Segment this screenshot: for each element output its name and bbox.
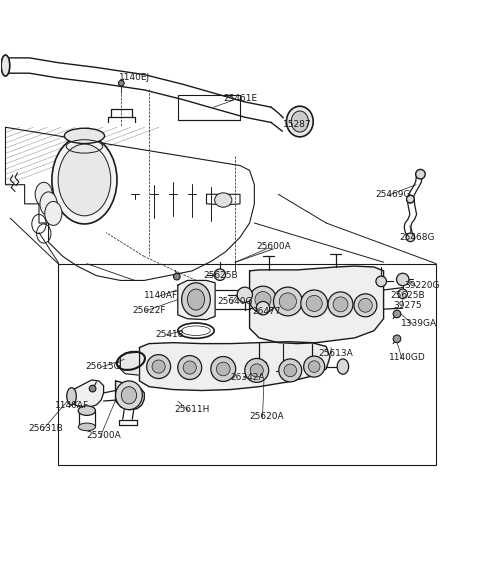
Ellipse shape	[40, 192, 57, 216]
Circle shape	[407, 195, 414, 203]
Ellipse shape	[301, 290, 327, 317]
Ellipse shape	[287, 106, 313, 137]
Text: 25418: 25418	[155, 329, 183, 339]
Circle shape	[214, 269, 226, 280]
Text: 1140GD: 1140GD	[389, 353, 426, 361]
Ellipse shape	[147, 354, 170, 379]
Ellipse shape	[45, 201, 62, 226]
Circle shape	[398, 289, 408, 299]
Ellipse shape	[215, 193, 232, 207]
Polygon shape	[116, 381, 144, 409]
Text: 26477: 26477	[252, 307, 281, 316]
Ellipse shape	[58, 144, 111, 216]
Ellipse shape	[187, 289, 204, 310]
Text: 1140AF: 1140AF	[55, 401, 90, 410]
Circle shape	[393, 310, 401, 318]
Ellipse shape	[333, 297, 348, 312]
Text: 39220G: 39220G	[404, 281, 440, 290]
Ellipse shape	[121, 387, 137, 404]
Circle shape	[237, 287, 252, 302]
Ellipse shape	[211, 357, 236, 382]
Text: 15287: 15287	[283, 121, 312, 129]
Circle shape	[416, 169, 425, 179]
Ellipse shape	[250, 286, 276, 313]
Ellipse shape	[284, 364, 297, 377]
Ellipse shape	[306, 295, 322, 311]
Ellipse shape	[279, 359, 302, 382]
Text: 1140EJ: 1140EJ	[119, 72, 150, 82]
Ellipse shape	[178, 356, 202, 379]
Ellipse shape	[78, 406, 96, 415]
Ellipse shape	[359, 299, 372, 312]
Text: 25468G: 25468G	[399, 233, 435, 242]
Circle shape	[376, 276, 386, 287]
Polygon shape	[178, 280, 215, 320]
Text: 1140AF: 1140AF	[144, 291, 178, 300]
Text: 25500A: 25500A	[86, 432, 121, 440]
Ellipse shape	[308, 361, 320, 372]
Text: 25613A: 25613A	[318, 349, 353, 358]
Ellipse shape	[291, 111, 309, 132]
Text: 25625B: 25625B	[204, 271, 238, 280]
Circle shape	[393, 335, 401, 343]
Ellipse shape	[245, 358, 269, 382]
Ellipse shape	[337, 359, 348, 374]
Text: 25461E: 25461E	[223, 94, 257, 103]
Text: 39275: 39275	[393, 301, 422, 310]
Ellipse shape	[181, 283, 210, 316]
Circle shape	[119, 81, 124, 86]
Ellipse shape	[78, 423, 96, 431]
Polygon shape	[72, 380, 104, 407]
Ellipse shape	[304, 356, 324, 377]
Text: 25631B: 25631B	[29, 425, 63, 433]
Ellipse shape	[354, 294, 377, 317]
Ellipse shape	[274, 287, 302, 316]
Ellipse shape	[183, 361, 196, 374]
Text: 25620A: 25620A	[249, 412, 284, 421]
Text: 1339GA: 1339GA	[401, 319, 438, 328]
Text: 25615G: 25615G	[86, 362, 121, 371]
Text: 26342A: 26342A	[230, 372, 264, 382]
Ellipse shape	[250, 364, 264, 377]
Ellipse shape	[328, 292, 353, 317]
Text: 25622F: 25622F	[132, 306, 166, 314]
Ellipse shape	[279, 293, 297, 310]
Text: 25640G: 25640G	[217, 298, 253, 306]
Ellipse shape	[216, 362, 230, 376]
Circle shape	[406, 233, 415, 242]
Text: 25600A: 25600A	[256, 242, 291, 251]
Ellipse shape	[255, 292, 271, 307]
Ellipse shape	[67, 387, 76, 405]
Circle shape	[407, 195, 414, 203]
Text: 25611H: 25611H	[174, 405, 210, 414]
Text: 25469G: 25469G	[375, 190, 411, 199]
Circle shape	[396, 273, 409, 286]
Polygon shape	[120, 352, 140, 375]
Bar	[178, 95, 240, 120]
Circle shape	[173, 273, 180, 280]
Ellipse shape	[52, 136, 117, 224]
Ellipse shape	[152, 360, 165, 373]
Ellipse shape	[116, 381, 143, 409]
Polygon shape	[140, 342, 330, 390]
Bar	[58, 264, 436, 465]
Circle shape	[256, 302, 270, 315]
Text: 25625B: 25625B	[390, 291, 425, 300]
Ellipse shape	[1, 55, 10, 76]
Circle shape	[89, 385, 96, 392]
Ellipse shape	[64, 128, 105, 143]
Polygon shape	[250, 266, 384, 343]
Ellipse shape	[35, 182, 52, 206]
